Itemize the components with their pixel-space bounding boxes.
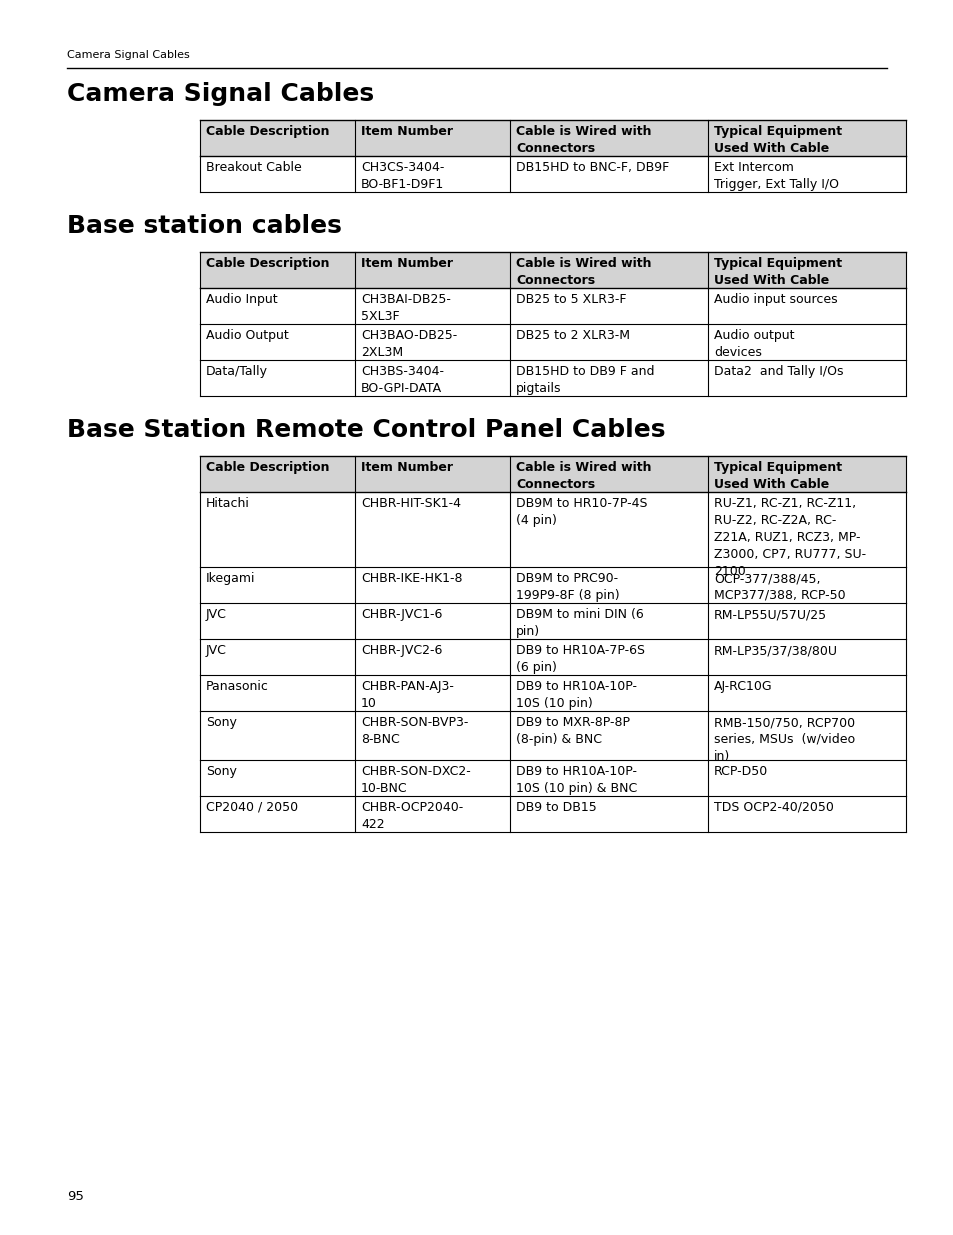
- Text: Data2  and Tally I/Os: Data2 and Tally I/Os: [713, 366, 842, 378]
- Text: Audio output
devices: Audio output devices: [713, 329, 794, 359]
- Text: DB9 to HR10A-7P-6S
(6 pin): DB9 to HR10A-7P-6S (6 pin): [516, 643, 644, 674]
- Bar: [200, 288, 905, 324]
- Text: JVC: JVC: [206, 608, 227, 621]
- Text: OCP-377/388/45,
MCP377/388, RCP-50: OCP-377/388/45, MCP377/388, RCP-50: [713, 572, 844, 601]
- Text: CHBR-IKE-HK1-8: CHBR-IKE-HK1-8: [360, 572, 462, 585]
- Text: DB9 to HR10A-10P-
10S (10 pin): DB9 to HR10A-10P- 10S (10 pin): [516, 680, 637, 710]
- Text: Typical Equipment
Used With Cable: Typical Equipment Used With Cable: [713, 257, 841, 287]
- Text: Sony: Sony: [206, 764, 236, 778]
- Text: RM-LP35/37/38/80U: RM-LP35/37/38/80U: [713, 643, 837, 657]
- Text: DB9M to mini DIN (6
pin): DB9M to mini DIN (6 pin): [516, 608, 643, 638]
- Bar: [200, 567, 905, 603]
- Text: Item Number: Item Number: [360, 461, 453, 474]
- Text: Ikegami: Ikegami: [206, 572, 255, 585]
- Text: Camera Signal Cables: Camera Signal Cables: [67, 82, 374, 106]
- Text: Audio Output: Audio Output: [206, 329, 289, 342]
- Text: JVC: JVC: [206, 643, 227, 657]
- Text: CH3CS-3404-
BO-BF1-D9F1: CH3CS-3404- BO-BF1-D9F1: [360, 161, 444, 191]
- Text: Cable is Wired with
Connectors: Cable is Wired with Connectors: [516, 461, 651, 492]
- Text: TDS OCP2-40/2050: TDS OCP2-40/2050: [713, 802, 833, 814]
- Bar: [200, 711, 905, 760]
- Bar: [200, 676, 905, 711]
- Text: Camera Signal Cables: Camera Signal Cables: [67, 49, 190, 61]
- Text: Typical Equipment
Used With Cable: Typical Equipment Used With Cable: [713, 125, 841, 156]
- Bar: [200, 456, 905, 492]
- Bar: [200, 760, 905, 797]
- Text: DB25 to 5 XLR3-F: DB25 to 5 XLR3-F: [516, 293, 626, 306]
- Text: CHBR-HIT-SK1-4: CHBR-HIT-SK1-4: [360, 496, 460, 510]
- Text: CHBR-OCP2040-
422: CHBR-OCP2040- 422: [360, 802, 463, 831]
- Text: CHBR-PAN-AJ3-
10: CHBR-PAN-AJ3- 10: [360, 680, 454, 710]
- Text: Breakout Cable: Breakout Cable: [206, 161, 301, 174]
- Text: Cable Description: Cable Description: [206, 125, 329, 138]
- Text: DB9 to HR10A-10P-
10S (10 pin) & BNC: DB9 to HR10A-10P- 10S (10 pin) & BNC: [516, 764, 637, 795]
- Text: CHBR-SON-BVP3-
8-BNC: CHBR-SON-BVP3- 8-BNC: [360, 716, 468, 746]
- Text: CH3BS-3404-
BO-GPI-DATA: CH3BS-3404- BO-GPI-DATA: [360, 366, 443, 395]
- Bar: [200, 156, 905, 191]
- Bar: [200, 324, 905, 359]
- Text: CHBR-JVC2-6: CHBR-JVC2-6: [360, 643, 442, 657]
- Text: Cable is Wired with
Connectors: Cable is Wired with Connectors: [516, 125, 651, 156]
- Text: Hitachi: Hitachi: [206, 496, 250, 510]
- Text: Ext Intercom
Trigger, Ext Tally I/O: Ext Intercom Trigger, Ext Tally I/O: [713, 161, 838, 191]
- Text: Sony: Sony: [206, 716, 236, 729]
- Text: Cable Description: Cable Description: [206, 461, 329, 474]
- Bar: [200, 638, 905, 676]
- Bar: [200, 492, 905, 567]
- Text: CH3BAO-DB25-
2XL3M: CH3BAO-DB25- 2XL3M: [360, 329, 456, 359]
- Text: Data/Tally: Data/Tally: [206, 366, 268, 378]
- Bar: [200, 797, 905, 832]
- Bar: [200, 603, 905, 638]
- Text: RCP-D50: RCP-D50: [713, 764, 767, 778]
- Text: Base Station Remote Control Panel Cables: Base Station Remote Control Panel Cables: [67, 417, 665, 442]
- Text: Panasonic: Panasonic: [206, 680, 269, 693]
- Text: DB25 to 2 XLR3-M: DB25 to 2 XLR3-M: [516, 329, 629, 342]
- Text: Cable Description: Cable Description: [206, 257, 329, 270]
- Text: CH3BAI-DB25-
5XL3F: CH3BAI-DB25- 5XL3F: [360, 293, 451, 324]
- Text: Item Number: Item Number: [360, 257, 453, 270]
- Bar: [200, 252, 905, 288]
- Text: RU-Z1, RC-Z1, RC-Z11,
RU-Z2, RC-Z2A, RC-
Z21A, RUZ1, RCZ3, MP-
Z3000, CP7, RU777: RU-Z1, RC-Z1, RC-Z11, RU-Z2, RC-Z2A, RC-…: [713, 496, 865, 578]
- Text: DB9M to PRC90-
199P9-8F (8 pin): DB9M to PRC90- 199P9-8F (8 pin): [516, 572, 619, 601]
- Bar: [200, 359, 905, 396]
- Text: DB9 to DB15: DB9 to DB15: [516, 802, 597, 814]
- Text: Audio Input: Audio Input: [206, 293, 277, 306]
- Text: Base station cables: Base station cables: [67, 214, 341, 238]
- Text: DB9 to MXR-8P-8P
(8-pin) & BNC: DB9 to MXR-8P-8P (8-pin) & BNC: [516, 716, 629, 746]
- Text: DB15HD to DB9 F and
pigtails: DB15HD to DB9 F and pigtails: [516, 366, 654, 395]
- Text: DB9M to HR10-7P-4S
(4 pin): DB9M to HR10-7P-4S (4 pin): [516, 496, 647, 527]
- Text: Cable is Wired with
Connectors: Cable is Wired with Connectors: [516, 257, 651, 287]
- Text: CHBR-SON-DXC2-
10-BNC: CHBR-SON-DXC2- 10-BNC: [360, 764, 470, 795]
- Text: 95: 95: [67, 1191, 84, 1203]
- Text: CP2040 / 2050: CP2040 / 2050: [206, 802, 297, 814]
- Text: Audio input sources: Audio input sources: [713, 293, 837, 306]
- Text: Typical Equipment
Used With Cable: Typical Equipment Used With Cable: [713, 461, 841, 492]
- Text: RMB-150/750, RCP700
series, MSUs  (w/video
in): RMB-150/750, RCP700 series, MSUs (w/vide…: [713, 716, 854, 763]
- Bar: [200, 120, 905, 156]
- Text: RM-LP55U/57U/25: RM-LP55U/57U/25: [713, 608, 826, 621]
- Text: DB15HD to BNC-F, DB9F: DB15HD to BNC-F, DB9F: [516, 161, 669, 174]
- Text: Item Number: Item Number: [360, 125, 453, 138]
- Text: CHBR-JVC1-6: CHBR-JVC1-6: [360, 608, 442, 621]
- Text: AJ-RC10G: AJ-RC10G: [713, 680, 772, 693]
